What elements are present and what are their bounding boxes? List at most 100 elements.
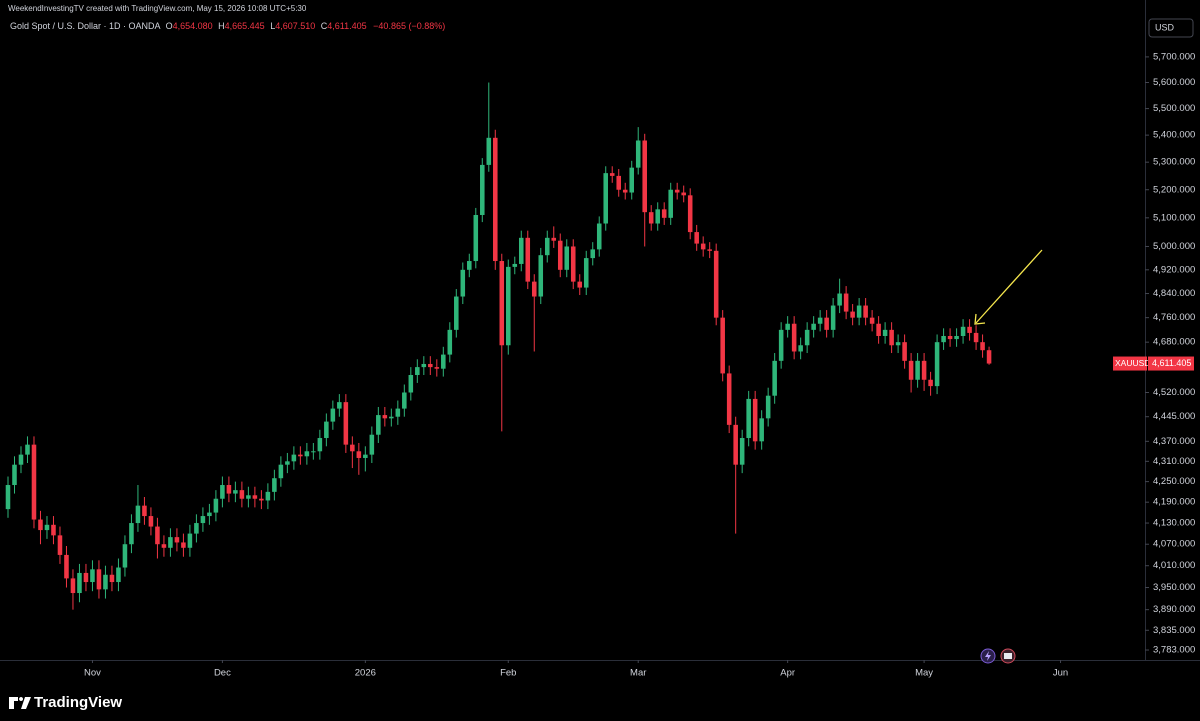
currency[interactable]: USD: [1155, 22, 1175, 32]
candle-body: [499, 261, 505, 346]
candle-body: [25, 444, 30, 455]
candle-body: [921, 360, 927, 380]
candle-body: [506, 266, 511, 346]
legend-value: 4,654.080: [173, 21, 213, 31]
candle-body: [447, 329, 453, 355]
candle-body: [493, 137, 498, 262]
candle-body: [635, 140, 641, 168]
candle-body: [480, 164, 485, 215]
y-tick-label: 4,760.000: [1153, 312, 1195, 323]
candle-body: [980, 342, 985, 351]
candle-body: [317, 438, 323, 452]
candle-body: [330, 408, 336, 422]
y-tick-label: 5,600.000: [1153, 77, 1195, 88]
y-tick-label: 4,680.000: [1153, 337, 1195, 348]
candle-body: [629, 167, 634, 193]
legend-key: H: [218, 21, 225, 31]
candle-body: [220, 485, 225, 499]
chart-title: Gold Spot / U.S. Dollar · 1D · OANDA: [10, 21, 161, 31]
candle-body: [772, 360, 777, 396]
candle-body: [804, 329, 810, 346]
legend-value: 4,665.445: [225, 21, 265, 31]
y-tick-label: 4,840.000: [1153, 288, 1195, 299]
candle-body: [259, 498, 264, 501]
candle-body: [648, 212, 654, 224]
candle-body: [415, 367, 420, 376]
candle-body: [544, 237, 550, 256]
legend-value: 4,611.405: [327, 21, 366, 31]
x-tick-label: Apr: [780, 668, 795, 679]
candle-body: [213, 498, 219, 513]
candle-body: [44, 524, 50, 531]
candle-body: [161, 544, 167, 548]
candle-body: [285, 461, 290, 465]
candle-body: [655, 209, 660, 224]
candle-body: [531, 281, 537, 297]
candle-body: [622, 189, 628, 193]
candle-body: [668, 189, 673, 218]
candle-body: [824, 317, 829, 330]
candle-body: [389, 416, 394, 419]
legend-value: 4,607.510: [275, 21, 315, 31]
candle-body: [324, 421, 329, 439]
candle-body: [395, 408, 401, 417]
candle-body: [954, 336, 959, 340]
candle-body: [467, 261, 472, 270]
candle-body: [713, 250, 719, 318]
candle-body: [343, 402, 349, 445]
candle-body: [947, 336, 953, 340]
candle-body: [843, 293, 849, 312]
candle-body: [272, 478, 277, 492]
candle-body: [311, 451, 316, 453]
currency-box[interactable]: [1148, 18, 1194, 38]
y-tick-label: 5,700.000: [1153, 51, 1195, 62]
candle-body: [77, 572, 82, 594]
candle-body: [934, 342, 940, 387]
y-tick-label: 4,310.000: [1153, 456, 1195, 467]
y-tick-label: 4,130.000: [1153, 518, 1195, 529]
candle-body: [441, 354, 446, 369]
candle-body: [408, 375, 414, 393]
y-tick-label: 4,520.000: [1153, 387, 1195, 398]
y-tick-label: 4,250.000: [1153, 476, 1195, 487]
candle-body: [837, 293, 842, 306]
candle-body: [181, 542, 186, 548]
y-tick-label: 3,890.000: [1153, 604, 1195, 615]
candle-body: [726, 373, 732, 425]
candle-body: [31, 444, 37, 520]
brand-name: TradingView: [34, 694, 122, 711]
candle-body: [681, 192, 686, 196]
candle-body: [51, 524, 56, 536]
candle-body: [700, 243, 706, 250]
candle-body: [454, 296, 459, 330]
candle-body: [765, 395, 771, 419]
candle-body: [902, 342, 907, 361]
candle-body: [18, 454, 24, 465]
candle-body: [337, 402, 342, 409]
candle-body: [889, 329, 894, 346]
last-price-box: [1148, 356, 1194, 371]
candle-body: [785, 323, 790, 330]
candle-body: [174, 537, 180, 543]
legend-key: O: [166, 21, 173, 31]
y-tick-label: 5,500.000: [1153, 103, 1195, 114]
candle-body: [109, 574, 115, 583]
candle-body: [876, 323, 881, 337]
candle-body: [733, 424, 738, 465]
brand: TradingView: [9, 694, 122, 711]
candle-body: [57, 535, 63, 555]
legend-key: L: [270, 21, 275, 31]
candle-body: [941, 336, 946, 343]
candle-body: [168, 537, 173, 548]
legend-key: C: [321, 21, 328, 31]
y-tick-label: 4,370.000: [1153, 436, 1195, 447]
y-tick-label: 4,010.000: [1153, 560, 1195, 571]
candle-body: [674, 189, 680, 193]
candle-body: [707, 249, 712, 251]
candle-body: [811, 323, 816, 330]
candle-body: [428, 363, 433, 368]
y-tick-label: 4,445.000: [1153, 411, 1195, 422]
candle-body: [739, 438, 745, 465]
candle-body: [83, 572, 89, 583]
